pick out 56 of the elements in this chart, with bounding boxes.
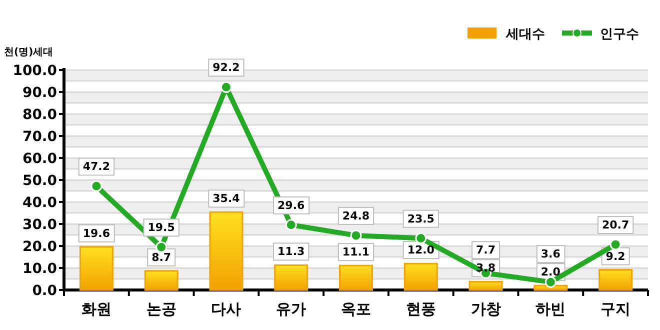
bar <box>404 262 438 291</box>
data-label: 24.8 <box>342 209 370 222</box>
x-tick-label: 가창 <box>470 300 501 318</box>
data-label: 3.6 <box>540 248 561 261</box>
point <box>610 238 622 250</box>
data-label: 12.0 <box>407 244 435 257</box>
point <box>156 241 168 253</box>
x-tick-label: 구지 <box>600 300 631 318</box>
point <box>285 219 297 231</box>
y-tick-label: 10.0 <box>22 261 58 277</box>
x-tick-label: 현풍 <box>406 300 436 318</box>
legend-label: 세대수 <box>505 27 545 42</box>
data-label: 19.5 <box>148 221 175 234</box>
x-tick-label: 다사 <box>211 300 242 318</box>
y-axis-title: 천(명)세대 <box>4 47 54 58</box>
x-tick-label: 화원 <box>81 300 112 318</box>
bar <box>598 269 633 291</box>
y-tick-label: 50.0 <box>22 173 58 189</box>
point <box>350 230 362 242</box>
y-tick-label: 100.0 <box>12 63 58 79</box>
point <box>415 232 427 244</box>
data-label: 8.7 <box>152 250 172 264</box>
bar <box>339 264 373 291</box>
x-tick-label: 하빈 <box>536 300 566 318</box>
bar <box>534 284 568 291</box>
data-label: 20.7 <box>602 218 630 232</box>
x-tick-label: 논공 <box>146 300 176 318</box>
bar <box>209 211 244 291</box>
legend-label: 인구수 <box>600 27 639 42</box>
data-label: 9.2 <box>606 250 626 263</box>
data-label: 2.0 <box>540 266 561 279</box>
bar <box>144 270 178 291</box>
bar <box>79 246 114 291</box>
data-label: 47.2 <box>82 160 110 174</box>
data-label: 19.6 <box>82 226 110 240</box>
y-tick-label: 0.0 <box>32 283 58 299</box>
y-tick-label: 90.0 <box>22 85 58 101</box>
data-label: 29.6 <box>278 198 306 212</box>
data-label: 23.5 <box>407 212 434 226</box>
data-label: 35.4 <box>212 192 240 206</box>
y-tick-label: 70.0 <box>22 129 58 145</box>
y-tick-label: 80.0 <box>22 107 58 123</box>
x-tick-label: 옥포 <box>341 300 371 318</box>
data-label: 7.7 <box>476 244 496 257</box>
data-label: 11.1 <box>342 246 370 259</box>
point <box>544 276 556 288</box>
y-tick-label: 60.0 <box>22 151 58 167</box>
data-label: 11.3 <box>278 245 305 258</box>
bar <box>468 280 503 291</box>
point <box>90 180 102 192</box>
data-label: 92.2 <box>212 61 240 74</box>
y-tick-label: 40.0 <box>22 195 58 211</box>
y-tick-label: 20.0 <box>22 239 58 255</box>
bar <box>274 264 308 291</box>
x-tick-label: 유가 <box>276 300 306 318</box>
y-tick-label: 30.0 <box>22 217 58 233</box>
